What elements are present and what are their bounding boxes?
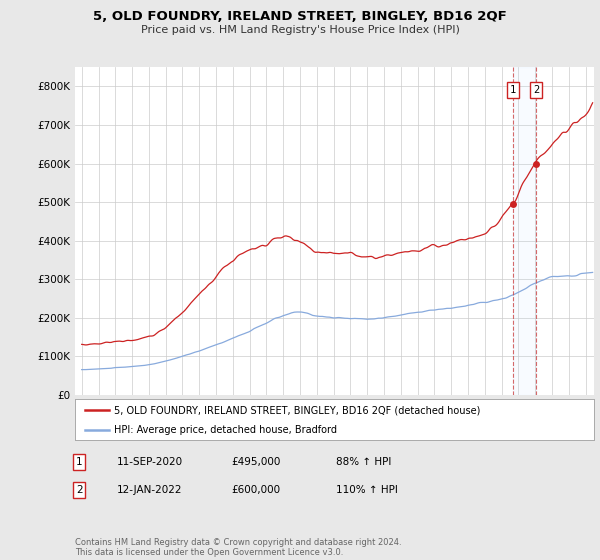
Text: 88% ↑ HPI: 88% ↑ HPI — [336, 457, 391, 467]
Text: £600,000: £600,000 — [231, 485, 280, 495]
Text: 1: 1 — [76, 457, 83, 467]
Text: Price paid vs. HM Land Registry's House Price Index (HPI): Price paid vs. HM Land Registry's House … — [140, 25, 460, 35]
Text: HPI: Average price, detached house, Bradford: HPI: Average price, detached house, Brad… — [114, 424, 337, 435]
Text: Contains HM Land Registry data © Crown copyright and database right 2024.
This d: Contains HM Land Registry data © Crown c… — [75, 538, 401, 557]
Text: £495,000: £495,000 — [231, 457, 280, 467]
Text: 12-JAN-2022: 12-JAN-2022 — [117, 485, 182, 495]
Text: 11-SEP-2020: 11-SEP-2020 — [117, 457, 183, 467]
Text: 2: 2 — [76, 485, 83, 495]
Text: 5, OLD FOUNDRY, IRELAND STREET, BINGLEY, BD16 2QF: 5, OLD FOUNDRY, IRELAND STREET, BINGLEY,… — [93, 10, 507, 23]
Bar — [513, 67, 536, 395]
Text: 1: 1 — [510, 85, 517, 95]
Text: 5, OLD FOUNDRY, IRELAND STREET, BINGLEY, BD16 2QF (detached house): 5, OLD FOUNDRY, IRELAND STREET, BINGLEY,… — [114, 405, 481, 415]
Text: 2: 2 — [533, 85, 539, 95]
Text: 110% ↑ HPI: 110% ↑ HPI — [336, 485, 398, 495]
